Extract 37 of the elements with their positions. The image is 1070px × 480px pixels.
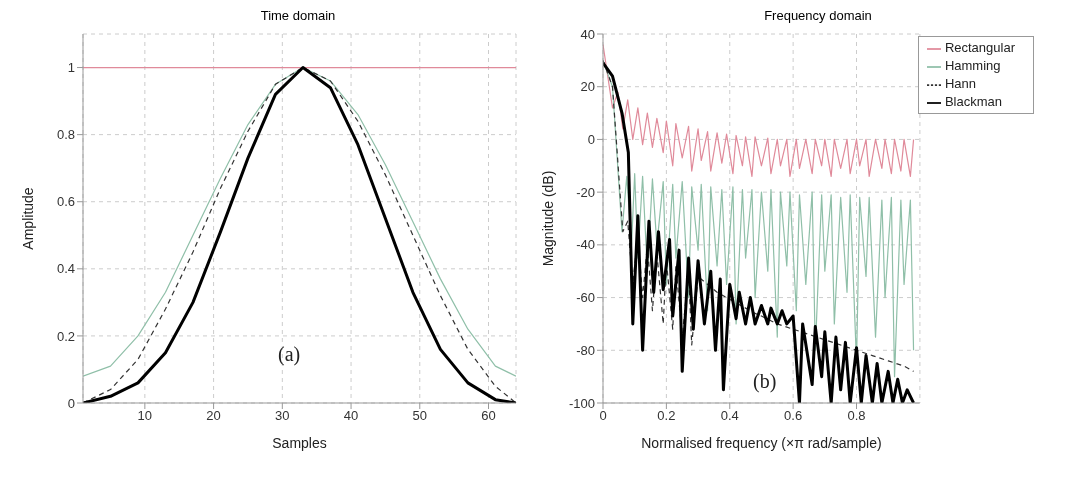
annotation: (b) (753, 370, 777, 393)
x-tick-label: 40 (343, 408, 359, 424)
y-tick-label: 0.2 (56, 328, 75, 344)
y-tick-label: 20 (580, 79, 595, 95)
y-tick-label: -80 (576, 342, 595, 358)
x-tick-label: 0.6 (784, 408, 803, 424)
x-tick-label: 60 (481, 408, 496, 424)
chart-title: Frequency domain (763, 8, 873, 25)
x-tick-label: 50 (412, 408, 428, 424)
x-tick-label: 0.8 (847, 408, 866, 424)
annotation: (a) (278, 343, 301, 366)
y-tick-label: 0 (67, 395, 75, 411)
y-tick-label: -60 (576, 290, 595, 306)
x-tick-label: 0 (599, 408, 607, 424)
y-tick-label: 1 (67, 60, 75, 76)
x-tick-label: 0.2 (657, 408, 676, 424)
x-tick-label: 10 (137, 408, 153, 424)
x-tick-label: 30 (275, 408, 290, 424)
legend-label: Hamming (944, 58, 1001, 73)
y-tick-label: 0.6 (56, 194, 75, 210)
y-axis-title: Magnitude (dB) (539, 170, 556, 267)
x-tick-label: 0.4 (720, 408, 739, 424)
legend-label: Rectangular (944, 40, 1015, 55)
y-tick-label: 0 (587, 132, 595, 148)
y-axis-title: Amplitude (19, 187, 36, 250)
y-tick-label: -20 (576, 184, 595, 200)
y-tick-label: 0.4 (56, 261, 75, 277)
legend-label: Blackman (944, 94, 1002, 109)
y-tick-label: 40 (580, 26, 595, 42)
y-tick-label: -40 (576, 237, 595, 253)
x-axis-title: Samples (272, 435, 327, 451)
legend-label: Hann (944, 76, 976, 91)
y-tick-label: -100 (568, 395, 595, 411)
x-axis-title: Normalised frequency (×π rad/sample) (641, 435, 882, 451)
y-tick-label: 0.8 (56, 127, 75, 143)
chart-title: Time domain (259, 8, 337, 25)
x-tick-label: 20 (206, 408, 221, 424)
